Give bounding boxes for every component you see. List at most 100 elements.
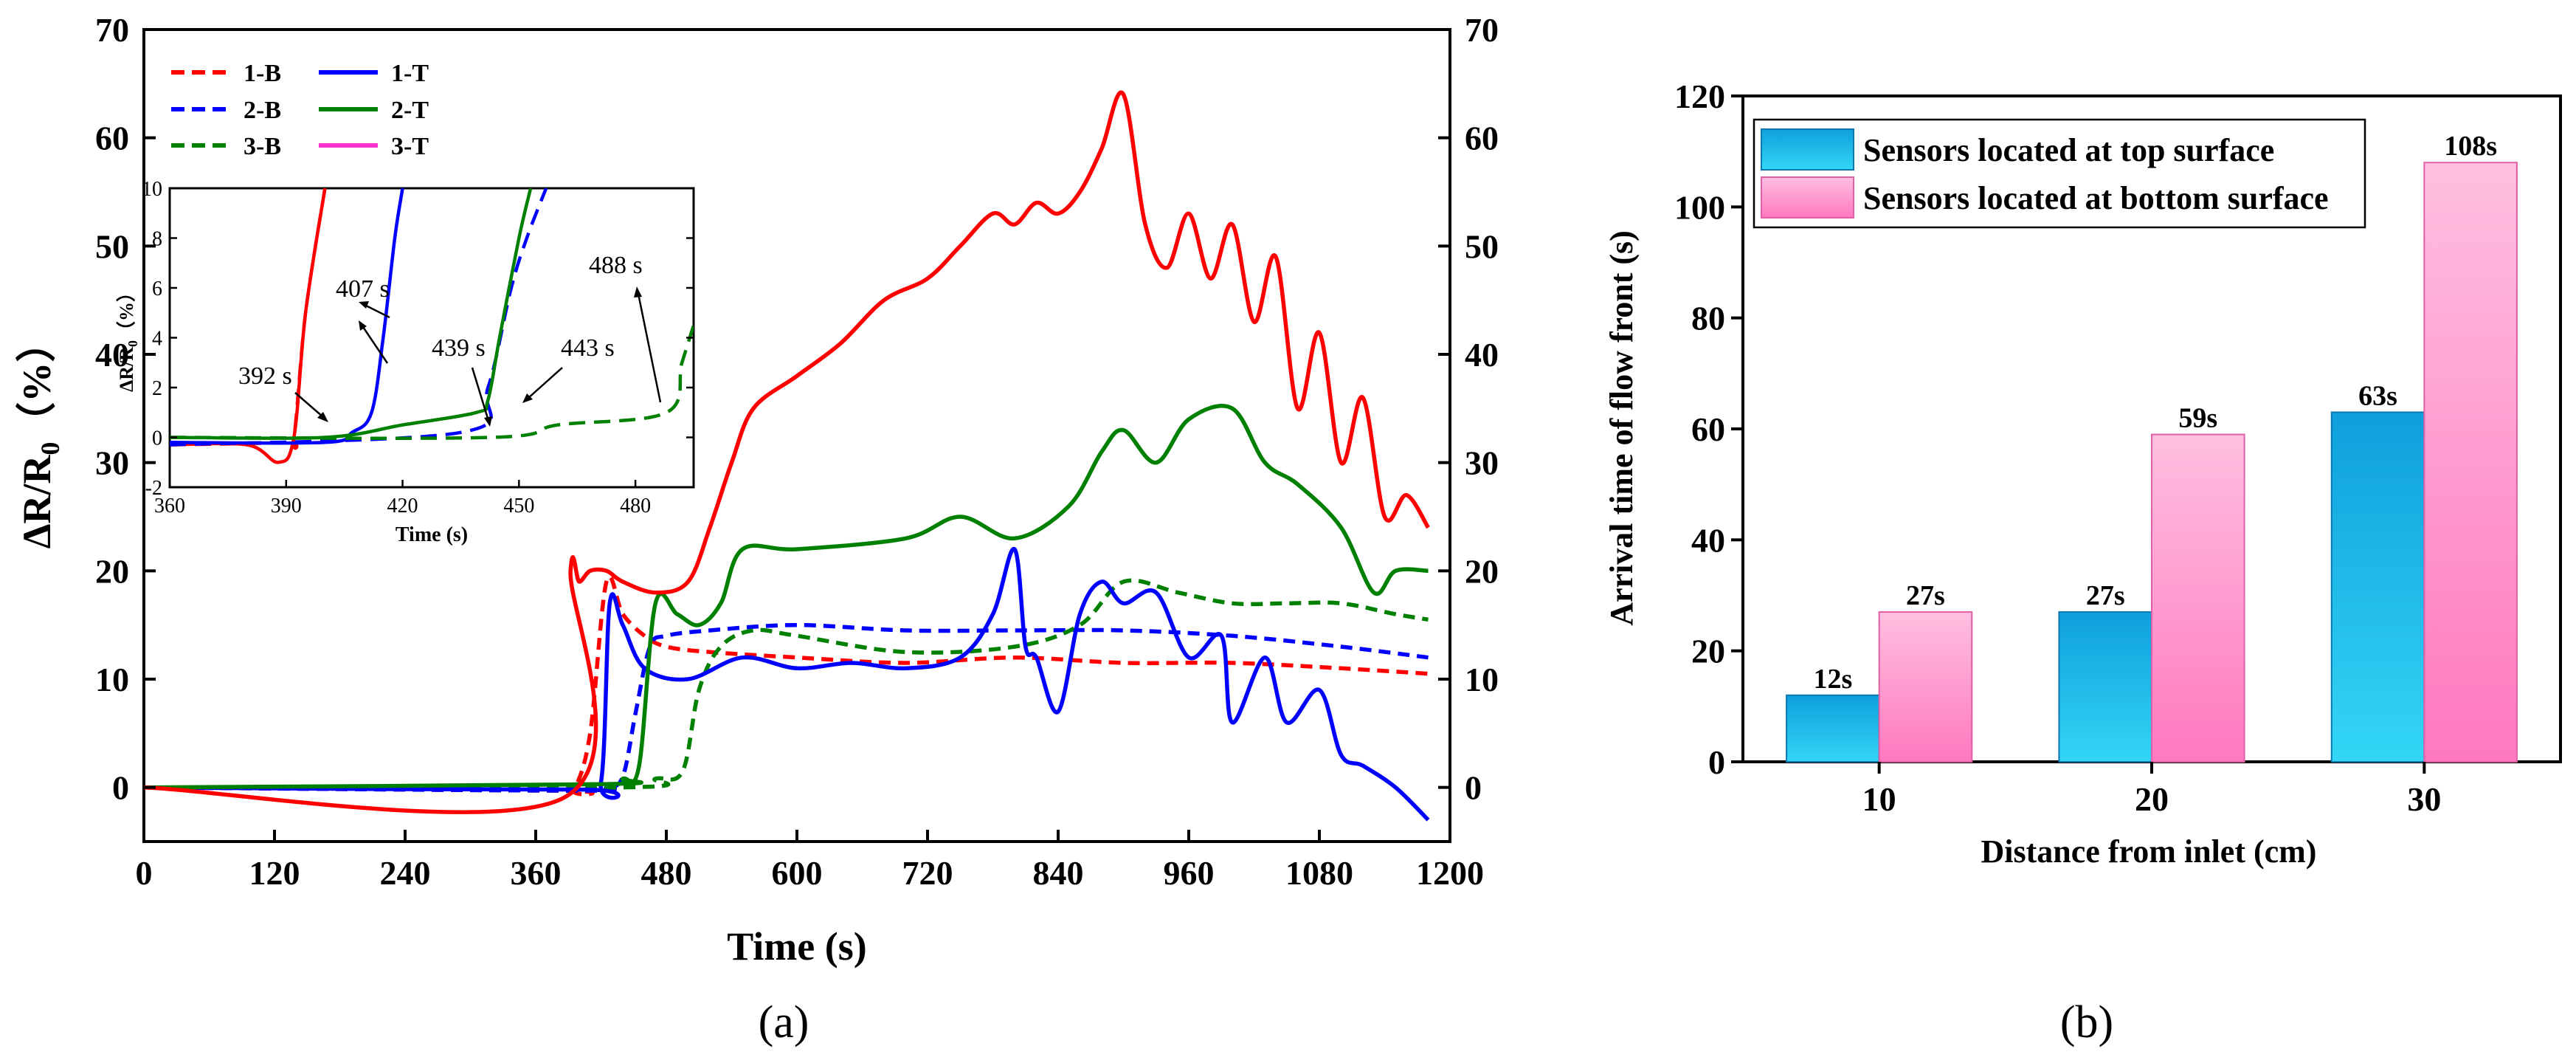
- series-line-3-b: [144, 578, 1429, 791]
- bar-axis-ticks: 10 20 30 0 20 40 60 80 100 120: [1674, 78, 2441, 818]
- bar-value-label-sensors-located-at-top-surface-30: 63s: [2358, 380, 2397, 411]
- y-tick-label-right-20: 20: [1465, 552, 1499, 590]
- inset-series-line-2-t: [170, 188, 533, 440]
- inset-y-axis-title: ΔR/R0（%）: [116, 283, 140, 392]
- legend-label-3-b: 3-B: [244, 133, 281, 160]
- bar-y-tick-label-100: 100: [1674, 188, 1725, 226]
- inset-series-line-2-b: [170, 188, 548, 447]
- bar-x-tick-label-20: 20: [2135, 780, 2169, 818]
- bar-legend-frame: [1753, 118, 2366, 229]
- series-line-2-t: [144, 404, 1429, 790]
- inset-y-tick-label-6: 6: [152, 278, 162, 300]
- bars: 12s 27s 27s 59s 63s 108s: [1786, 131, 2518, 763]
- series-line-2-b: [144, 622, 1429, 793]
- inset-x-tick-label-480: 480: [620, 495, 651, 517]
- bar-value-label-sensors-located-at-top-surface-20: 27s: [2086, 580, 2125, 611]
- inset-y-tick-label-0: 0: [152, 427, 162, 450]
- x-tick-label-720: 720: [902, 854, 953, 892]
- inset-y-tick-label-8: 8: [152, 228, 162, 251]
- x-tick-label-120: 120: [249, 854, 300, 892]
- arrowhead-407s-b: [359, 320, 367, 331]
- y-tick-label-left-40: 40: [95, 336, 129, 374]
- bar-sensors-located-at-bottom-surface-10: [1878, 611, 1973, 763]
- y-tick-label-right-30: 30: [1465, 444, 1499, 482]
- bar-y-tick-label-0: 0: [1708, 743, 1725, 781]
- bar-y-axis-title: Arrival time of flow front (s): [1603, 230, 1640, 626]
- bar-sensors-located-at-top-surface-30: [2330, 411, 2425, 763]
- x-tick-label-1080: 1080: [1285, 854, 1353, 892]
- series-line-3-t: [144, 90, 1430, 814]
- annotation-439s: 439 s: [432, 334, 486, 362]
- inset-y-tick-label-10: 10: [142, 178, 162, 201]
- y-tick-label-right-50: 50: [1465, 227, 1499, 265]
- y-tick-label-left-70: 70: [95, 11, 129, 49]
- y-axis-title: ΔR/R0（%）: [15, 323, 65, 549]
- bar-x-axis-title: Distance from inlet (cm): [1981, 833, 2317, 870]
- bar-sensors-located-at-bottom-surface-30: [2423, 162, 2518, 763]
- bar-x-tick-label-10: 10: [1862, 780, 1896, 818]
- bar-sensors-located-at-bottom-surface-20: [2151, 433, 2245, 763]
- annotation-arrow-407s-b: [360, 324, 389, 364]
- inset-axis-ticks: 360 390 420 450 480 -2 0 2 4 6 8 10: [142, 178, 694, 517]
- bar-y-tick-label-20: 20: [1691, 633, 1725, 670]
- y-tick-label-right-0: 0: [1465, 769, 1482, 807]
- inset-y-tick-label-4: 4: [152, 328, 162, 351]
- x-tick-label-480: 480: [641, 854, 692, 892]
- arrowhead-407s-a: [359, 301, 369, 309]
- bar-y-tick-label-80: 80: [1691, 300, 1725, 337]
- x-tick-label-240: 240: [380, 854, 431, 892]
- annotation-arrow-407s-a: [362, 303, 390, 319]
- bar-legend-label-top: Sensors located at top surface: [1863, 132, 2274, 168]
- bar-sensors-located-at-top-surface-20: [2058, 611, 2153, 763]
- legend-label-1-t: 1-T: [391, 60, 429, 87]
- series-line-1-t: [144, 547, 1430, 822]
- annotation-488s: 488 s: [589, 252, 643, 279]
- x-tick-label-360: 360: [511, 854, 562, 892]
- legend: 1-B 2-B 3-B 1-T 2-T 3-T: [171, 60, 429, 160]
- bar-value-label-sensors-located-at-bottom-surface-30: 108s: [2444, 131, 2497, 162]
- bar-legend-swatch-bottom: [1761, 176, 1854, 219]
- panel-b-bar-chart: 12s 27s 27s 59s 63s 108s 10 20 30 0 20 40 60 80 100 12…: [1603, 78, 2562, 1047]
- y-tick-label-left-30: 30: [95, 444, 129, 482]
- x-tick-label-600: 600: [772, 854, 823, 892]
- inset-y-tick-label--2: -2: [145, 477, 162, 500]
- annotation-arrow-443s: [527, 367, 563, 399]
- inset-y-tick-label-2: 2: [152, 377, 162, 400]
- legend-label-1-b: 1-B: [244, 60, 281, 87]
- arrowhead-392s: [317, 412, 328, 422]
- x-tick-label-840: 840: [1033, 854, 1084, 892]
- annotation-arrow-392s: [294, 392, 324, 418]
- bar-value-label-sensors-located-at-top-surface-10: 12s: [1813, 664, 1852, 695]
- y-tick-label-left-60: 60: [95, 120, 129, 157]
- arrowhead-443s: [522, 393, 533, 403]
- panel-label-a: (a): [759, 997, 809, 1047]
- y-tick-label-right-70: 70: [1465, 11, 1499, 49]
- legend-label-2-b: 2-B: [244, 97, 281, 124]
- arrowhead-439s: [484, 416, 492, 427]
- inset-annotations: 392 s 407 s 439 s 443 s 488 s: [238, 252, 662, 427]
- inset-x-axis-title: Time (s): [396, 523, 468, 546]
- legend-label-3-t: 3-T: [391, 133, 429, 160]
- x-tick-label-0: 0: [136, 854, 153, 892]
- bar-legend-label-bottom: Sensors located at bottom surface: [1863, 180, 2329, 216]
- y-tick-label-right-40: 40: [1465, 336, 1499, 374]
- bar-y-tick-label-120: 120: [1674, 78, 1725, 115]
- bar-sensors-located-at-top-surface-10: [1786, 694, 1880, 763]
- bar-value-label-sensors-located-at-bottom-surface-10: 27s: [1906, 580, 1945, 611]
- bar-legend-swatch-top: [1761, 128, 1854, 171]
- y-tick-label-left-0: 0: [112, 769, 129, 807]
- x-tick-label-1200: 1200: [1416, 854, 1484, 892]
- y-tick-label-right-10: 10: [1465, 661, 1499, 698]
- inset-series-line-3-b: [170, 320, 694, 440]
- series-line-1-b: [144, 574, 1429, 797]
- x-tick-label-960: 960: [1164, 854, 1215, 892]
- inset-x-tick-label-450: 450: [503, 495, 534, 517]
- bar-legend: Sensors located at top surface Sensors l…: [1753, 118, 2366, 229]
- annotation-392s: 392 s: [238, 362, 292, 390]
- annotation-443s: 443 s: [561, 334, 615, 362]
- legend-label-2-t: 2-T: [391, 97, 429, 124]
- annotation-arrow-488s: [637, 293, 662, 403]
